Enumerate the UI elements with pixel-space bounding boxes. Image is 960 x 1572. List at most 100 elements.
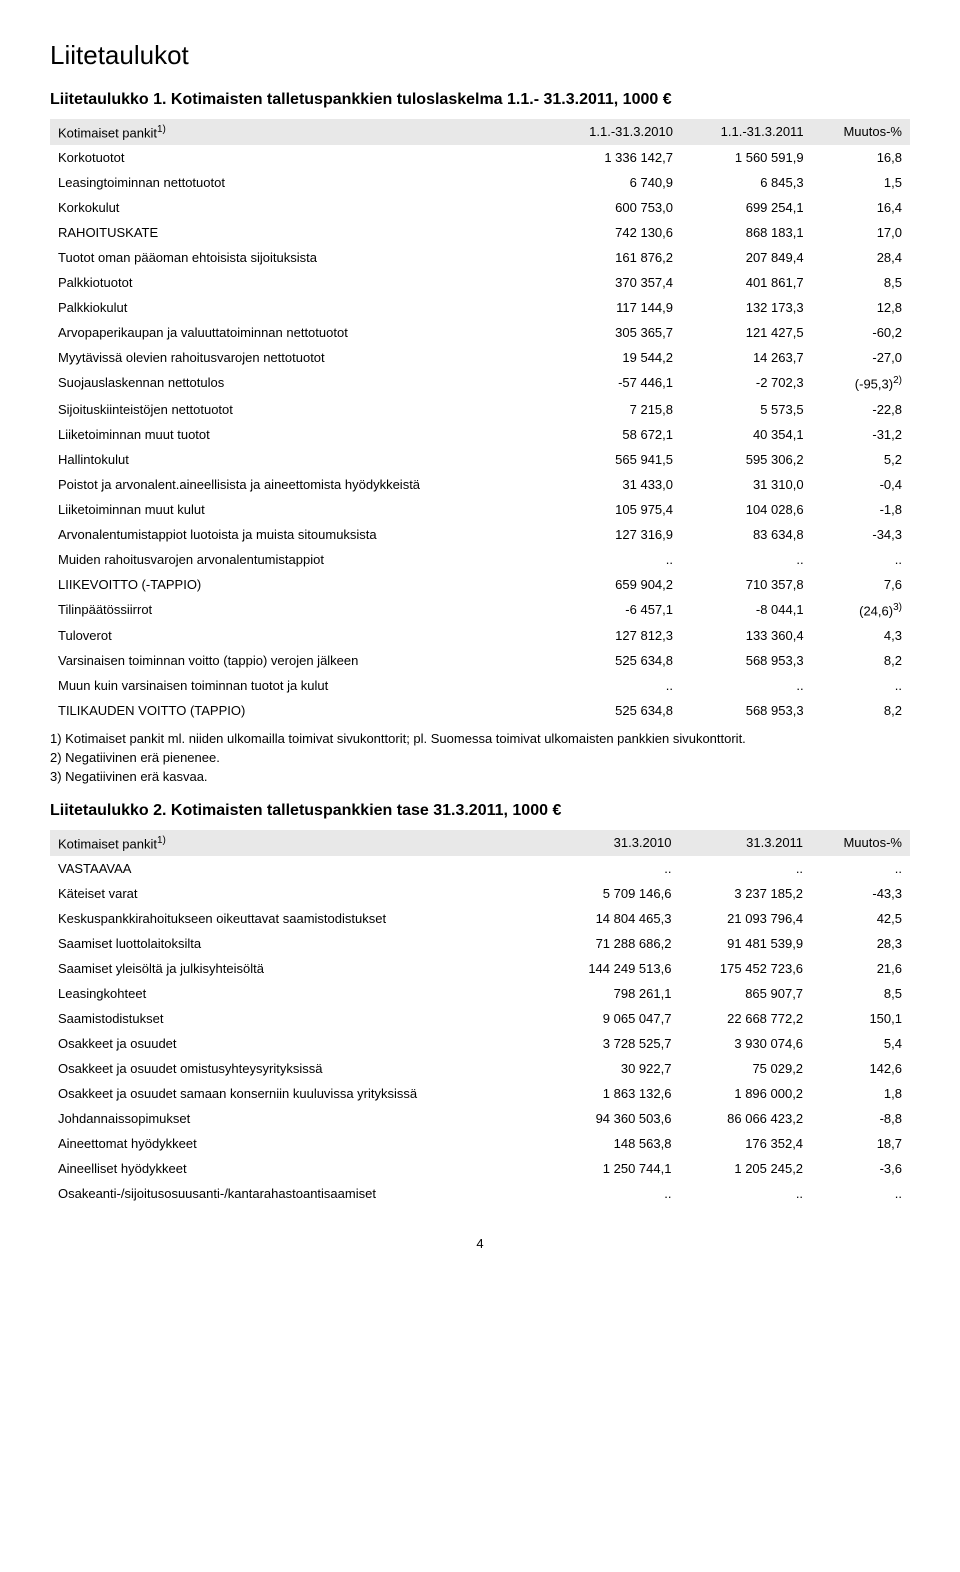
- row-value-1: 58 672,1: [549, 422, 681, 447]
- row-label: Varsinaisen toiminnan voitto (tappio) ve…: [50, 648, 549, 673]
- row-label: Muun kuin varsinaisen toiminnan tuotot j…: [50, 673, 549, 698]
- row-value-2: 175 452 723,6: [679, 956, 811, 981]
- row-value-3: -1,8: [812, 497, 910, 522]
- row-value-2: 133 360,4: [681, 623, 812, 648]
- row-value-1: 94 360 503,6: [548, 1106, 680, 1131]
- row-value-2: 14 263,7: [681, 345, 812, 370]
- table-row: Arvopaperikaupan ja valuuttatoiminnan ne…: [50, 320, 910, 345]
- page-number: 4: [50, 1236, 910, 1251]
- row-value-3: 12,8: [812, 295, 910, 320]
- table1-header-label: Kotimaiset pankit1): [50, 119, 549, 145]
- row-label: Korkokulut: [50, 195, 549, 220]
- row-value-2: 21 093 796,4: [679, 906, 811, 931]
- table2-header-label: Kotimaiset pankit1): [50, 830, 548, 856]
- row-value-2: 568 953,3: [681, 698, 812, 723]
- row-label: Aineettomat hyödykkeet: [50, 1131, 548, 1156]
- row-value-3-sup: 2): [893, 375, 902, 386]
- table-row: Leasingtoiminnan nettotuotot6 740,96 845…: [50, 170, 910, 195]
- row-value-2: 3 930 074,6: [679, 1031, 811, 1056]
- row-label: Arvonalentumistappiot luotoista ja muist…: [50, 522, 549, 547]
- row-value-2: 568 953,3: [681, 648, 812, 673]
- row-value-2: 5 573,5: [681, 397, 812, 422]
- row-label: Tuloverot: [50, 623, 549, 648]
- row-label: Leasingtoiminnan nettotuotot: [50, 170, 549, 195]
- table-row: Suojauslaskennan nettotulos-57 446,1-2 7…: [50, 370, 910, 396]
- row-value-3: -43,3: [811, 881, 910, 906]
- table1-col2: 1.1.-31.3.2011: [681, 119, 812, 145]
- table-row: Leasingkohteet798 261,1865 907,78,5: [50, 981, 910, 1006]
- table-row: Aineettomat hyödykkeet148 563,8176 352,4…: [50, 1131, 910, 1156]
- row-value-3: (-95,3)2): [812, 370, 910, 396]
- row-value-1: 742 130,6: [549, 220, 681, 245]
- row-value-2: 86 066 423,2: [679, 1106, 811, 1131]
- row-value-2: 6 845,3: [681, 170, 812, 195]
- row-value-1: 525 634,8: [549, 648, 681, 673]
- row-value-1: 1 863 132,6: [548, 1081, 680, 1106]
- row-label: Muiden rahoitusvarojen arvonalentumistap…: [50, 547, 549, 572]
- row-label: Saamiset yleisöltä ja julkisyhteisöltä: [50, 956, 548, 981]
- table1-header-label-text: Kotimaiset pankit: [58, 125, 157, 140]
- row-value-3: ..: [811, 1181, 910, 1206]
- row-value-2: 401 861,7: [681, 270, 812, 295]
- row-value-1: -6 457,1: [549, 597, 681, 623]
- row-value-1: 305 365,7: [549, 320, 681, 345]
- row-value-1: ..: [548, 1181, 680, 1206]
- row-label: Hallintokulut: [50, 447, 549, 472]
- table-row: Muun kuin varsinaisen toiminnan tuotot j…: [50, 673, 910, 698]
- row-value-1: ..: [549, 673, 681, 698]
- row-value-3: 7,6: [812, 572, 910, 597]
- table2-col1: 31.3.2010: [548, 830, 680, 856]
- table2-col3: Muutos-%: [811, 830, 910, 856]
- row-value-1: ..: [549, 547, 681, 572]
- row-value-1: 7 215,8: [549, 397, 681, 422]
- row-label: Korkotuotot: [50, 145, 549, 170]
- table-row: Tuotot oman pääoman ehtoisista sijoituks…: [50, 245, 910, 270]
- row-label: Sijoituskiinteistöjen nettotuotot: [50, 397, 549, 422]
- row-value-2: ..: [679, 856, 811, 881]
- table-row: Palkkiotuotot370 357,4401 861,78,5: [50, 270, 910, 295]
- row-label: Palkkiotuotot: [50, 270, 549, 295]
- table-row: Tuloverot127 812,3133 360,44,3: [50, 623, 910, 648]
- row-value-1: 370 357,4: [549, 270, 681, 295]
- row-value-1: 5 709 146,6: [548, 881, 680, 906]
- table-row: Liiketoiminnan muut kulut105 975,4104 02…: [50, 497, 910, 522]
- row-value-2: 868 183,1: [681, 220, 812, 245]
- row-value-1: 798 261,1: [548, 981, 680, 1006]
- table-row: Keskuspankkirahoitukseen oikeuttavat saa…: [50, 906, 910, 931]
- table1-footnotes: 1) Kotimaiset pankit ml. niiden ulkomail…: [50, 731, 910, 784]
- table-row: Saamiset yleisöltä ja julkisyhteisöltä14…: [50, 956, 910, 981]
- row-label: Keskuspankkirahoitukseen oikeuttavat saa…: [50, 906, 548, 931]
- row-value-3: -31,2: [812, 422, 910, 447]
- table-row: Varsinaisen toiminnan voitto (tappio) ve…: [50, 648, 910, 673]
- row-value-2: 75 029,2: [679, 1056, 811, 1081]
- row-value-2: 132 173,3: [681, 295, 812, 320]
- row-value-2: 22 668 772,2: [679, 1006, 811, 1031]
- row-value-3: 8,2: [812, 698, 910, 723]
- row-value-2: 121 427,5: [681, 320, 812, 345]
- row-value-2: 699 254,1: [681, 195, 812, 220]
- table-row: Arvonalentumistappiot luotoista ja muist…: [50, 522, 910, 547]
- row-label: Käteiset varat: [50, 881, 548, 906]
- row-label: Osakkeet ja osuudet omistusyhteysyrityks…: [50, 1056, 548, 1081]
- table-row: Käteiset varat5 709 146,63 237 185,2-43,…: [50, 881, 910, 906]
- row-value-3: 42,5: [811, 906, 910, 931]
- table-row: Myytävissä olevien rahoitusvarojen netto…: [50, 345, 910, 370]
- row-value-3: 21,6: [811, 956, 910, 981]
- row-value-3: 5,4: [811, 1031, 910, 1056]
- table-row: Korkotuotot1 336 142,71 560 591,916,8: [50, 145, 910, 170]
- row-value-3: 4,3: [812, 623, 910, 648]
- table-row: Aineelliset hyödykkeet1 250 744,11 205 2…: [50, 1156, 910, 1181]
- table-row: Osakkeet ja osuudet omistusyhteysyrityks…: [50, 1056, 910, 1081]
- row-label: LIIKEVOITTO (-TAPPIO): [50, 572, 549, 597]
- table1-col3: Muutos-%: [812, 119, 910, 145]
- table-row: RAHOITUSKATE742 130,6868 183,117,0: [50, 220, 910, 245]
- row-value-1: 565 941,5: [549, 447, 681, 472]
- row-value-1: 30 922,7: [548, 1056, 680, 1081]
- row-value-3-sup: 3): [893, 602, 902, 613]
- table-row: Osakeanti-/sijoitusosuusanti-/kantarahas…: [50, 1181, 910, 1206]
- row-label: Tuotot oman pääoman ehtoisista sijoituks…: [50, 245, 549, 270]
- row-value-1: 71 288 686,2: [548, 931, 680, 956]
- row-value-2: 595 306,2: [681, 447, 812, 472]
- row-value-1: 14 804 465,3: [548, 906, 680, 931]
- row-value-2: 40 354,1: [681, 422, 812, 447]
